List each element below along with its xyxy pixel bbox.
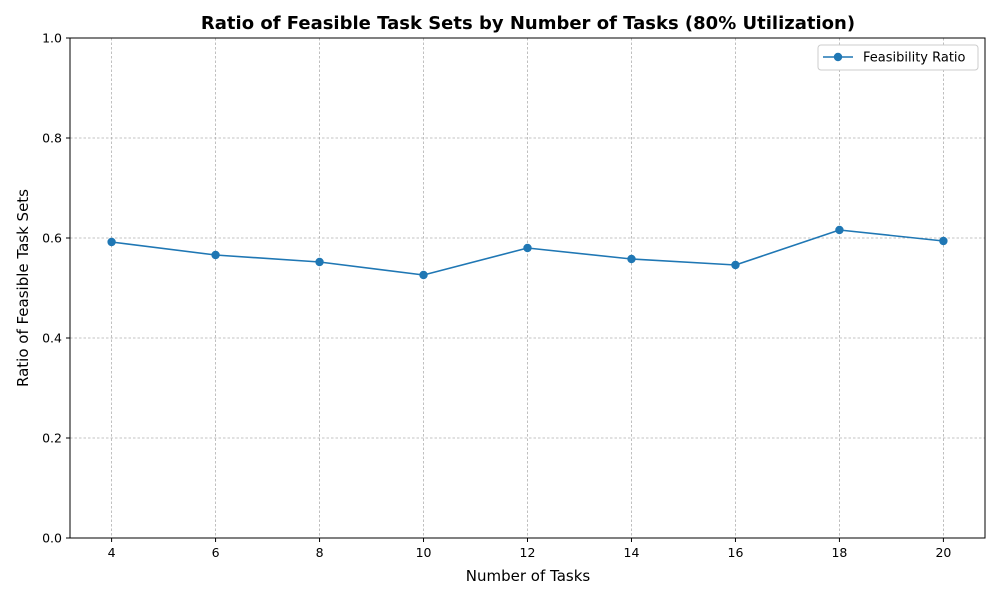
x-axis-label: Number of Tasks: [466, 567, 591, 585]
data-point-0-7: [835, 225, 844, 235]
legend-marker-sample: [833, 52, 843, 62]
y-tick-label-3: 0.6: [42, 231, 62, 246]
legend: Feasibility Ratio: [817, 44, 979, 71]
legend-label: Feasibility Ratio: [863, 51, 966, 66]
y-axis-ticks: 0.0 0.2 0.4 0.6 0.8 1.0: [42, 31, 70, 546]
x-tick-label-1: 6: [212, 545, 220, 560]
y-tick-label-2: 0.4: [42, 331, 62, 346]
data-point-0-0: [107, 237, 116, 247]
data-point-0-8: [939, 236, 948, 246]
x-tick-label-0: 4: [108, 545, 116, 560]
x-tick-label-2: 8: [316, 545, 324, 560]
y-tick-label-0: 0.0: [42, 531, 62, 546]
x-axis-ticks: 4 6 8 10 12 14 16 18 20: [108, 538, 951, 560]
y-tick-label-1: 0.2: [42, 431, 62, 446]
y-tick-label-5: 1.0: [42, 31, 62, 46]
legend-box: [817, 44, 979, 71]
data-point-0-6: [731, 260, 740, 270]
x-tick-label-3: 10: [416, 545, 432, 560]
chart-title: Ratio of Feasible Task Sets by Number of…: [201, 13, 855, 34]
series-layer: [107, 225, 948, 280]
x-tick-label-8: 20: [935, 545, 951, 560]
y-axis-label: Ratio of Feasible Task Sets: [14, 189, 32, 387]
x-tick-label-7: 18: [831, 545, 847, 560]
x-tick-label-4: 12: [520, 545, 536, 560]
data-point-0-5: [627, 254, 636, 264]
data-point-0-3: [419, 270, 428, 280]
y-tick-label-4: 0.8: [42, 131, 62, 146]
data-point-0-1: [211, 250, 220, 260]
x-tick-label-6: 16: [728, 545, 744, 560]
data-point-0-4: [523, 243, 532, 253]
data-point-0-2: [315, 257, 324, 267]
x-tick-label-5: 14: [624, 545, 640, 560]
